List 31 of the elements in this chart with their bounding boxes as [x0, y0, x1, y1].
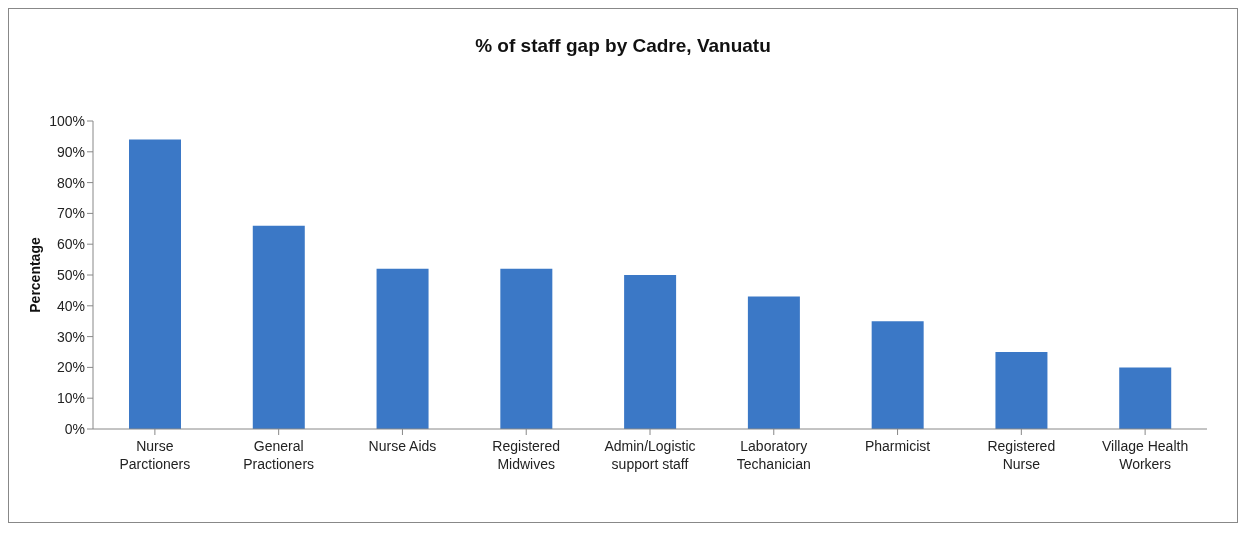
y-tick-label: 80%	[56, 174, 85, 191]
bar	[252, 225, 305, 429]
bar	[129, 139, 181, 429]
x-tick-label: Village Health Workers	[1102, 438, 1189, 472]
x-tick-label: Laboratory Techanician	[736, 438, 811, 472]
x-tick-label: Nurse Parctioners	[119, 438, 191, 472]
bar	[995, 352, 1048, 429]
bar	[376, 268, 429, 429]
y-tick-label: 0%	[64, 420, 85, 437]
bar	[500, 268, 553, 429]
y-tick-label: 30%	[56, 328, 85, 345]
x-tick-label: General Practioners	[243, 438, 315, 472]
y-tick-label: 90%	[56, 143, 85, 160]
bar	[747, 296, 800, 429]
x-tick-label: Nurse Aids	[368, 438, 437, 454]
bar	[624, 275, 677, 429]
y-tick-label: 20%	[56, 359, 85, 376]
bar	[871, 321, 924, 429]
chart-title: % of staff gap by Cadre, Vanuatu	[474, 35, 772, 57]
x-tick-label: Admin/Logistic support staff	[604, 438, 696, 472]
y-tick-label: 60%	[56, 236, 85, 253]
x-tick-label: Pharmicist	[864, 438, 931, 454]
y-tick-label: 50%	[56, 266, 85, 283]
x-tick-label: Registered Nurse	[987, 438, 1056, 472]
y-tick-label: 70%	[56, 205, 85, 222]
y-tick-label: 40%	[56, 297, 85, 314]
y-tick-label: 100%	[49, 112, 85, 129]
y-axis-title: Percentage	[26, 237, 43, 313]
y-tick-label: 10%	[56, 390, 85, 407]
x-tick-label: Registered Midwives	[492, 438, 561, 472]
bar	[1119, 367, 1172, 429]
